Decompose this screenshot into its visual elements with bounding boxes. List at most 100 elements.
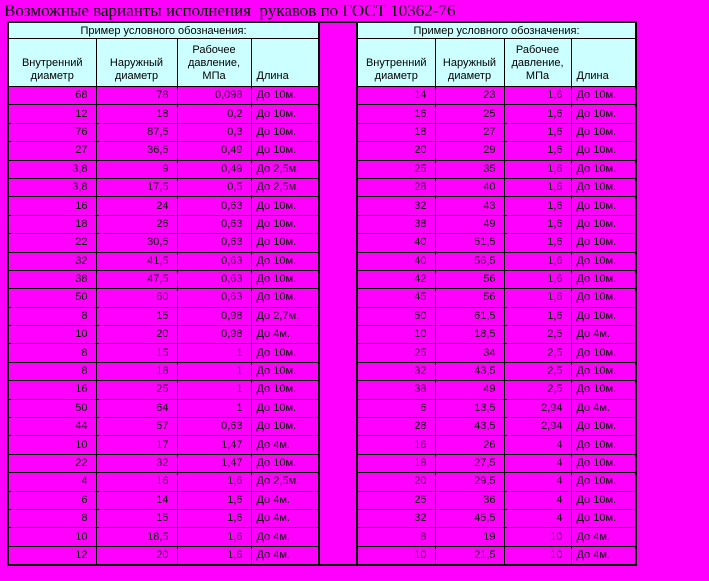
- value-cell: 1: [176, 361, 252, 382]
- value-cell: 8: [7, 361, 97, 382]
- value-cell: 22: [7, 453, 97, 474]
- value-cell: 56: [434, 269, 505, 290]
- value-cell: 0,63: [176, 288, 252, 308]
- value-cell: 24: [95, 196, 178, 216]
- table-row: 10 20 0,98 До 4м.: [7, 325, 320, 345]
- value-cell: 32: [356, 361, 436, 382]
- length-cell: До 4м.: [250, 490, 320, 510]
- table-row: 18 27,5 4 До 10м.: [356, 453, 637, 474]
- value-cell: 15: [95, 343, 178, 363]
- value-cell: 41,5: [95, 251, 178, 271]
- col-header-outer-diameter: Наружный диаметр: [434, 38, 505, 87]
- length-cell: До 10м.: [250, 122, 320, 143]
- value-cell: 47,5: [95, 269, 178, 290]
- table-row: 16 25 1 До 10м.: [7, 380, 320, 400]
- value-cell: 3,8: [7, 159, 97, 179]
- value-cell: 32: [356, 508, 436, 529]
- table-row: 22 30,5 0,63 До 10м.: [7, 233, 320, 253]
- value-cell: 8: [356, 527, 436, 547]
- length-cell: До 10м.: [250, 269, 320, 290]
- value-cell: 1,6: [503, 196, 572, 216]
- length-cell: До 4м.: [570, 398, 637, 419]
- col-header-length: Длина: [250, 38, 320, 87]
- value-cell: 14: [356, 85, 436, 106]
- value-cell: 43: [434, 196, 505, 216]
- length-cell: До 10м.: [570, 214, 637, 235]
- length-cell: До 10м.: [250, 398, 320, 419]
- value-cell: 40: [434, 177, 505, 198]
- table-row: 40 56,5 1,6 До 10м.: [356, 251, 637, 271]
- value-cell: 1,6: [503, 104, 572, 124]
- value-cell: 17,5: [95, 177, 178, 198]
- value-cell: 78: [95, 85, 178, 106]
- value-cell: 45: [356, 288, 436, 308]
- length-cell: До 10м.: [250, 453, 320, 474]
- value-cell: 10: [503, 527, 572, 547]
- value-cell: 27: [434, 122, 505, 143]
- value-cell: 1,6: [503, 141, 572, 161]
- table-row: 25 36 4 До 10м.: [356, 490, 637, 510]
- value-cell: 60: [95, 288, 178, 308]
- value-cell: 20: [95, 325, 178, 345]
- table-row: 8 15 0,98 До 2,7м.: [7, 306, 320, 327]
- length-cell: До 10м.: [250, 141, 320, 161]
- value-cell: 4: [503, 508, 572, 529]
- length-cell: До 10м.: [250, 361, 320, 382]
- value-cell: 32: [356, 196, 436, 216]
- value-cell: 49: [434, 214, 505, 235]
- table-row: 10 21,5 10 До 4м.: [356, 545, 637, 566]
- value-cell: 50: [7, 398, 97, 419]
- value-cell: 8: [7, 306, 97, 327]
- value-cell: 1,6: [176, 508, 252, 529]
- length-cell: До 4м.: [570, 527, 637, 547]
- table-row: 40 51,5 1,6 До 10м.: [356, 233, 637, 253]
- table-row: 50 64 1 До 10м.: [7, 398, 320, 419]
- value-cell: 20: [95, 545, 178, 566]
- value-cell: 1,6: [503, 159, 572, 179]
- value-cell: 1,6: [176, 490, 252, 510]
- length-cell: До 4м.: [570, 325, 637, 345]
- length-cell: До 10м.: [570, 269, 637, 290]
- table-row: 38 49 1,6 До 10м.: [356, 214, 637, 235]
- value-cell: 10: [356, 325, 436, 345]
- length-cell: До 10м.: [250, 214, 320, 235]
- value-cell: 18,5: [434, 325, 505, 345]
- value-cell: 20: [356, 141, 436, 161]
- length-cell: До 10м.: [570, 306, 637, 327]
- value-cell: 1,6: [176, 472, 252, 492]
- length-cell: До 10м.: [570, 435, 637, 455]
- table-row: 20 29 1,6 До 10м.: [356, 141, 637, 161]
- length-cell: До 10м.: [250, 380, 320, 400]
- table-row: 10 18,5 1,6 До 4м.: [7, 527, 320, 547]
- value-cell: 38: [7, 269, 97, 290]
- table-row: 45 56 1,6 До 10м.: [356, 288, 637, 308]
- table-row: 25 34 2,5 До 10м.: [356, 343, 637, 363]
- length-cell: До 10м.: [570, 361, 637, 382]
- length-cell: До 10м.: [570, 85, 637, 106]
- value-cell: 1,6: [503, 122, 572, 143]
- length-cell: До 10м.: [250, 85, 320, 106]
- value-cell: 0,49: [176, 159, 252, 179]
- table-row: 6 14 1,6 До 4м.: [7, 490, 320, 510]
- tables-container: Пример условного обозначения: Внутренний…: [7, 21, 709, 567]
- value-cell: 9: [95, 159, 178, 179]
- value-cell: 28: [356, 177, 436, 198]
- value-cell: 4: [503, 472, 572, 492]
- table-row: 8 15 1,6 До 4м.: [7, 508, 320, 529]
- value-cell: 1,6: [503, 233, 572, 253]
- value-cell: 19: [434, 527, 505, 547]
- value-cell: 87,5: [95, 122, 178, 143]
- col-header-working-pressure: Рабочее давление, МПа: [176, 38, 252, 87]
- value-cell: 14: [95, 490, 178, 510]
- length-cell: До 10м.: [570, 490, 637, 510]
- value-cell: 23: [434, 85, 505, 106]
- table-row: 3,8 9 0,49 До 2,5м.: [7, 159, 320, 179]
- value-cell: 64: [95, 398, 178, 419]
- value-cell: 25: [95, 380, 178, 400]
- value-cell: 18: [356, 122, 436, 143]
- length-cell: До 10м.: [570, 417, 637, 437]
- length-cell: До 10м.: [250, 417, 320, 437]
- value-cell: 26: [434, 435, 505, 455]
- value-cell: 1,6: [176, 545, 252, 566]
- length-cell: До 4м.: [250, 325, 320, 345]
